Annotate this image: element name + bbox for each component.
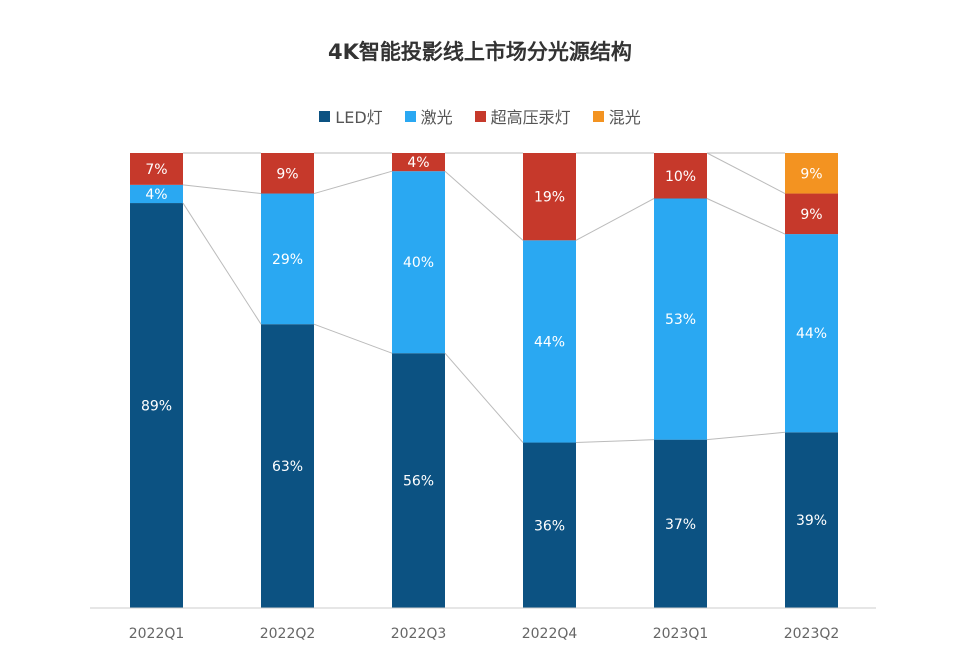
connector-line bbox=[182, 184, 262, 195]
x-tick-label: 2022Q4 bbox=[522, 626, 578, 642]
data-label: 44% bbox=[796, 326, 827, 342]
bar-segment bbox=[392, 171, 445, 354]
chart-title: 4K智能投影线上市场分光源结构 bbox=[328, 40, 632, 64]
bar-segment bbox=[785, 193, 838, 235]
bar-segment bbox=[785, 432, 838, 608]
connector-line bbox=[706, 198, 786, 235]
legend-item: LED灯 bbox=[319, 104, 383, 128]
connector-line bbox=[575, 439, 655, 444]
x-tick-label: 2022Q2 bbox=[260, 626, 316, 642]
data-label: 9% bbox=[276, 166, 298, 182]
connector-line bbox=[444, 352, 524, 443]
data-label: 53% bbox=[665, 312, 696, 328]
connector-line bbox=[575, 198, 655, 241]
bar-segment bbox=[130, 203, 183, 609]
connector-line bbox=[313, 323, 393, 354]
bar-segment bbox=[392, 353, 445, 608]
legend-label: 超高压汞灯 bbox=[490, 108, 571, 127]
connector-line bbox=[182, 202, 262, 325]
legend-item: 混光 bbox=[592, 104, 641, 128]
legend: LED灯 激光 超高压汞灯 混光 bbox=[0, 104, 960, 128]
legend-label: 混光 bbox=[608, 108, 641, 127]
connector-line bbox=[313, 170, 393, 195]
bar-segment bbox=[261, 193, 314, 325]
bar-segment bbox=[130, 153, 183, 185]
data-label: 39% bbox=[796, 513, 827, 529]
legend-swatch bbox=[404, 110, 416, 122]
legend-label: LED灯 bbox=[335, 108, 383, 127]
bar-segment bbox=[261, 153, 314, 194]
bar-segment bbox=[654, 439, 707, 608]
legend-swatch bbox=[474, 110, 486, 122]
bar-segment bbox=[523, 153, 576, 241]
connector-line bbox=[706, 431, 786, 441]
data-label: 37% bbox=[665, 517, 696, 533]
x-tick-label: 2023Q1 bbox=[653, 626, 709, 642]
bar-segment bbox=[654, 198, 707, 440]
bar-segment bbox=[523, 442, 576, 608]
data-label: 9% bbox=[800, 166, 822, 182]
bar-segment bbox=[130, 184, 183, 204]
legend-swatch bbox=[319, 110, 331, 122]
x-tick-label: 2022Q1 bbox=[129, 626, 185, 642]
data-label: 19% bbox=[534, 190, 565, 206]
bar-segment bbox=[523, 240, 576, 443]
legend-item: 激光 bbox=[404, 104, 453, 128]
x-tick-label: 2023Q2 bbox=[784, 626, 840, 642]
data-label: 10% bbox=[665, 169, 696, 185]
legend-label: 激光 bbox=[420, 108, 453, 127]
bar-segment bbox=[785, 153, 838, 194]
data-label: 4% bbox=[407, 155, 429, 171]
bar-segment bbox=[261, 324, 314, 608]
data-label: 9% bbox=[800, 207, 822, 223]
data-label: 36% bbox=[534, 518, 565, 534]
data-label: 29% bbox=[272, 252, 303, 268]
data-label: 56% bbox=[403, 474, 434, 490]
connector-line bbox=[706, 152, 786, 194]
data-label: 44% bbox=[534, 334, 565, 350]
connector-line bbox=[444, 170, 524, 241]
data-label: 4% bbox=[145, 187, 167, 203]
legend-swatch bbox=[592, 110, 604, 122]
bar-segment bbox=[654, 153, 707, 199]
data-label: 63% bbox=[272, 459, 303, 475]
legend-item: 超高压汞灯 bbox=[474, 104, 571, 128]
x-tick-label: 2022Q3 bbox=[391, 626, 447, 642]
data-label: 7% bbox=[145, 162, 167, 178]
bar-segment bbox=[785, 234, 838, 433]
data-label: 40% bbox=[403, 255, 434, 271]
bar-segment bbox=[392, 153, 445, 172]
data-label: 89% bbox=[141, 399, 172, 415]
